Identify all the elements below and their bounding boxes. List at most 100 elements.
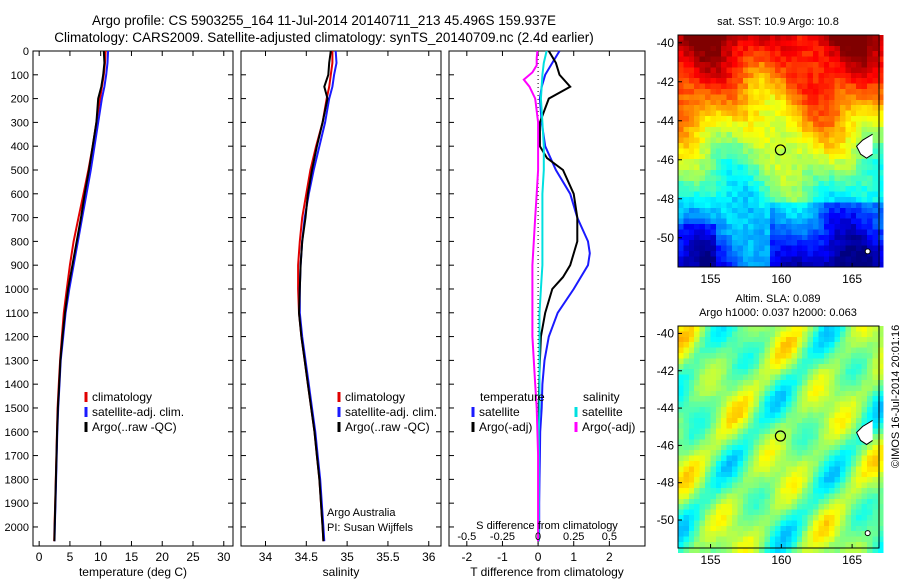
heatmap-cell bbox=[867, 542, 873, 548]
heatmap-cell bbox=[791, 213, 798, 219]
coastline-south-island bbox=[855, 420, 873, 446]
heatmap-cell bbox=[710, 240, 717, 246]
heatmap-cell bbox=[705, 40, 711, 47]
heatmap-cell bbox=[699, 110, 706, 117]
heatmap-cell bbox=[872, 67, 879, 74]
heatmap-cell bbox=[823, 148, 830, 155]
heatmap-cell bbox=[737, 396, 744, 402]
heatmap-cell bbox=[699, 515, 706, 521]
heatmap-cell bbox=[699, 331, 706, 338]
heatmap-cell bbox=[753, 148, 760, 155]
heatmap-cell bbox=[753, 67, 760, 74]
heatmap-cell bbox=[813, 471, 819, 478]
heatmap-cell bbox=[861, 126, 868, 133]
heatmap-cell bbox=[753, 153, 760, 160]
heatmap-cell bbox=[840, 493, 846, 500]
heatmap-cell bbox=[856, 132, 862, 138]
heatmap-cell bbox=[786, 186, 792, 192]
heatmap-cell bbox=[742, 482, 749, 489]
heatmap-cell bbox=[683, 40, 690, 47]
heatmap-cell bbox=[699, 358, 706, 365]
heatmap-cell bbox=[699, 164, 706, 171]
heatmap-cell bbox=[791, 159, 798, 165]
heatmap-cell bbox=[813, 450, 819, 456]
heatmap-cell bbox=[705, 164, 711, 171]
heatmap-cell bbox=[818, 493, 825, 500]
heatmap-cell bbox=[823, 256, 830, 263]
heatmap-cell bbox=[688, 45, 695, 52]
heatmap-cell bbox=[867, 509, 873, 516]
heatmap-cell bbox=[721, 261, 727, 268]
heatmap-cell bbox=[710, 380, 717, 386]
heatmap-cell bbox=[721, 224, 727, 230]
heatmap-cell bbox=[791, 536, 798, 543]
heatmap-cell bbox=[759, 116, 765, 122]
heatmap-cell bbox=[834, 423, 841, 429]
heatmap-cell bbox=[715, 35, 722, 41]
heatmap-cell bbox=[753, 78, 760, 84]
heatmap-cell bbox=[829, 407, 835, 413]
heatmap-cell bbox=[683, 224, 690, 230]
heatmap-cell bbox=[818, 363, 825, 370]
heatmap-cell bbox=[850, 105, 857, 111]
heatmap-cell bbox=[742, 170, 749, 176]
heatmap-cell bbox=[845, 531, 852, 537]
heatmap-cell bbox=[877, 45, 884, 52]
heatmap-cell bbox=[840, 347, 846, 354]
heatmap-cell bbox=[840, 515, 846, 521]
heatmap-cell bbox=[699, 35, 706, 41]
heatmap-cell bbox=[737, 186, 744, 192]
heatmap-cell bbox=[748, 197, 754, 203]
heatmap-cell bbox=[796, 72, 803, 79]
heatmap-cell bbox=[705, 477, 711, 483]
heatmap-cell bbox=[737, 99, 744, 106]
heatmap-cell bbox=[694, 428, 700, 435]
heatmap-cell bbox=[850, 374, 857, 381]
heatmap-cell bbox=[813, 509, 819, 516]
heatmap-cell bbox=[834, 99, 841, 106]
heatmap-cell bbox=[748, 261, 754, 268]
heatmap-cell bbox=[753, 336, 760, 343]
heatmap-cell bbox=[721, 197, 727, 203]
heatmap-cell bbox=[742, 358, 749, 365]
heatmap-cell bbox=[823, 520, 830, 527]
heatmap-cell bbox=[802, 35, 808, 41]
heatmap-cell bbox=[737, 385, 744, 392]
heatmap-cell bbox=[678, 428, 684, 435]
heatmap-cell bbox=[861, 62, 868, 68]
heatmap-cell bbox=[753, 385, 760, 392]
heatmap-cell bbox=[856, 477, 862, 483]
heatmap-cell bbox=[748, 186, 754, 192]
heatmap-cell bbox=[802, 471, 808, 478]
heatmap-cell bbox=[705, 72, 711, 79]
heatmap-cell bbox=[742, 164, 749, 171]
x-tick-label: 0 bbox=[36, 550, 43, 564]
heatmap-cell bbox=[742, 40, 749, 47]
heatmap-cell bbox=[742, 450, 749, 456]
heatmap-cell bbox=[694, 62, 700, 68]
heatmap-cell bbox=[753, 423, 760, 429]
heatmap-cell bbox=[726, 234, 733, 241]
heatmap-cell bbox=[877, 164, 884, 171]
heatmap-cell bbox=[872, 224, 879, 230]
heatmap-cell bbox=[705, 342, 711, 348]
heatmap-cell bbox=[796, 336, 803, 343]
heatmap-cell bbox=[732, 374, 738, 381]
heatmap-cell bbox=[872, 493, 879, 500]
heatmap-cell bbox=[699, 547, 706, 554]
heatmap-cell bbox=[872, 542, 879, 548]
heatmap-cell bbox=[683, 56, 690, 63]
heatmap-cell bbox=[829, 159, 835, 165]
heatmap-cell bbox=[764, 153, 771, 160]
heatmap-cell bbox=[802, 153, 808, 160]
heatmap-cell bbox=[823, 175, 830, 182]
heatmap-cell bbox=[678, 197, 684, 203]
heatmap-cell bbox=[759, 218, 765, 225]
heatmap-cell bbox=[764, 213, 771, 219]
heatmap-cell bbox=[823, 471, 830, 478]
heatmap-cell bbox=[823, 202, 830, 209]
heatmap-cell bbox=[721, 455, 727, 462]
heatmap-cell bbox=[775, 180, 781, 187]
heatmap-cell bbox=[769, 116, 776, 122]
